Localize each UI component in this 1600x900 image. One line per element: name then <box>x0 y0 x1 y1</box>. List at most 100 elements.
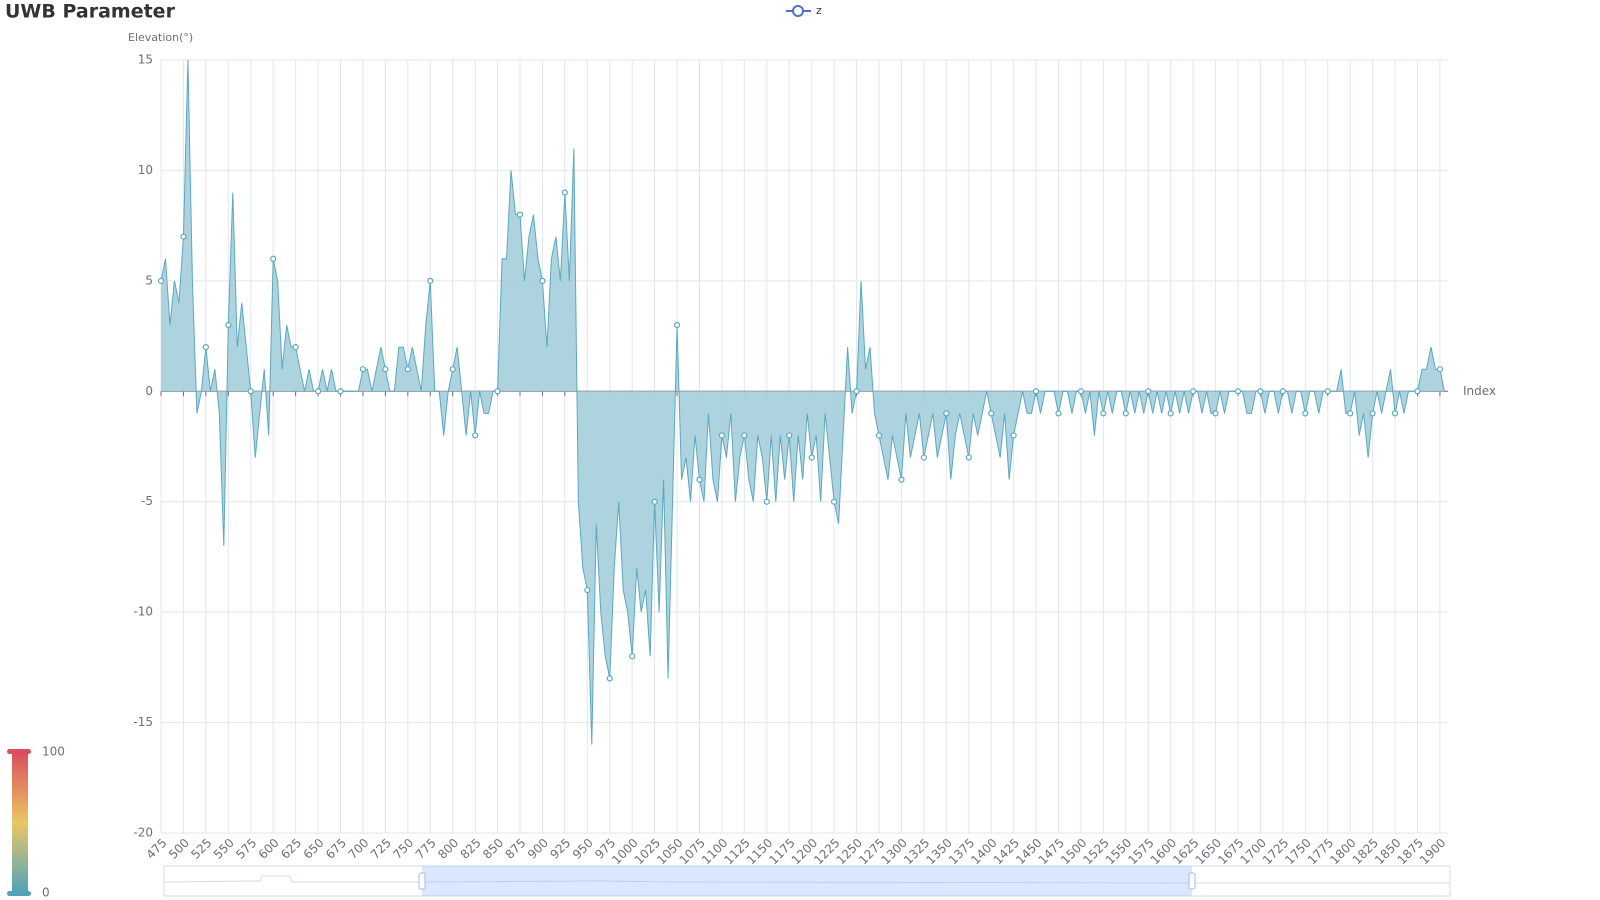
x-tick-label: 525 <box>188 836 214 862</box>
point <box>202 344 209 351</box>
point <box>516 211 524 218</box>
data-zoom-handle[interactable] <box>1188 872 1196 890</box>
y-axis-label: Elevation(°) <box>128 31 193 44</box>
point <box>718 432 726 439</box>
visual-map-bar <box>12 752 28 893</box>
legend-label[interactable]: z <box>816 4 822 17</box>
x-tick-label: 825 <box>458 836 484 862</box>
point <box>584 586 591 594</box>
y-tick-label: -15 <box>133 715 153 729</box>
visual-map-max-label: 100 <box>42 745 65 759</box>
point <box>1257 388 1264 395</box>
point <box>786 432 793 439</box>
x-axis-label: Index <box>1463 384 1496 398</box>
point <box>1055 410 1062 417</box>
point <box>943 410 950 417</box>
point <box>561 189 568 196</box>
x-tick-label: 600 <box>256 836 282 862</box>
point <box>494 388 501 395</box>
point <box>382 366 389 373</box>
point <box>180 233 187 240</box>
y-tick-label: 15 <box>138 53 153 67</box>
x-tick-label: 925 <box>547 836 573 862</box>
visual-map-min-label: 0 <box>42 886 50 900</box>
point <box>359 366 367 373</box>
x-tick-label: 625 <box>278 836 304 862</box>
visual-map-handle[interactable] <box>7 749 31 754</box>
data-zoom[interactable] <box>163 865 1451 897</box>
data-zoom-handle[interactable] <box>418 872 426 890</box>
point <box>1347 410 1354 417</box>
point <box>1436 366 1444 373</box>
y-tick-label: -5 <box>141 494 153 508</box>
point <box>270 255 277 262</box>
x-tick-label: 950 <box>570 836 596 862</box>
point <box>1369 410 1376 417</box>
data-zoom-window[interactable] <box>422 866 1192 896</box>
point <box>1234 388 1242 395</box>
x-tick-label: 800 <box>435 836 461 862</box>
y-tick-label: 10 <box>138 163 153 177</box>
point <box>763 498 770 505</box>
area <box>161 60 1445 745</box>
point <box>1212 410 1219 417</box>
legend[interactable]: z <box>786 4 822 17</box>
point <box>875 432 883 439</box>
visual-map[interactable]: 100 0 <box>7 745 65 900</box>
point <box>1122 410 1129 417</box>
point <box>1279 388 1286 395</box>
x-tick-label: 700 <box>345 836 371 862</box>
point <box>472 432 479 439</box>
y-tick-label: -10 <box>133 605 153 619</box>
x-tick-label: 675 <box>323 836 349 862</box>
point <box>651 498 658 505</box>
point <box>831 498 838 505</box>
x-tick-label: 475 <box>143 836 169 862</box>
data-zoom-preview <box>163 875 1450 884</box>
point <box>629 653 636 660</box>
point <box>1391 410 1399 417</box>
point <box>1100 410 1107 417</box>
y-tick-label: 5 <box>145 273 153 287</box>
point <box>1324 388 1331 395</box>
visual-map-handle[interactable] <box>7 891 31 896</box>
point <box>808 454 815 461</box>
point <box>1145 388 1152 395</box>
point <box>314 388 322 395</box>
point <box>1077 388 1085 395</box>
x-tick-label: 850 <box>480 836 506 862</box>
point <box>225 321 232 329</box>
point <box>1032 388 1040 395</box>
point <box>157 277 165 284</box>
point <box>988 410 995 417</box>
point <box>673 321 681 329</box>
point <box>965 454 972 461</box>
legend-symbol <box>792 5 804 17</box>
x-tick-label: 875 <box>502 836 528 862</box>
plot-area: 15 10 5 0 -5 -10 -15 -2047550052555057560062565… <box>133 53 1496 868</box>
x-tick-label: 1900 <box>1417 836 1448 867</box>
point <box>449 366 456 373</box>
y-tick-label: 0 <box>145 384 153 398</box>
point <box>404 366 411 373</box>
x-tick-label: 750 <box>390 836 416 862</box>
point <box>1167 410 1174 417</box>
y-tick-label: -20 <box>133 826 153 840</box>
point <box>1190 388 1197 395</box>
chart-title: UWB Parameter <box>5 1 176 23</box>
point <box>1010 432 1017 439</box>
x-tick-label: 500 <box>166 836 192 862</box>
x-tick-label: 550 <box>211 836 237 862</box>
point <box>539 277 546 284</box>
point <box>1302 410 1309 417</box>
point <box>606 675 613 682</box>
point <box>853 388 860 395</box>
x-tick-label: 775 <box>413 836 439 862</box>
point <box>741 432 748 439</box>
x-tick-label: 900 <box>525 836 551 862</box>
point <box>1414 388 1421 395</box>
line <box>160 59 1445 745</box>
point <box>696 476 703 483</box>
